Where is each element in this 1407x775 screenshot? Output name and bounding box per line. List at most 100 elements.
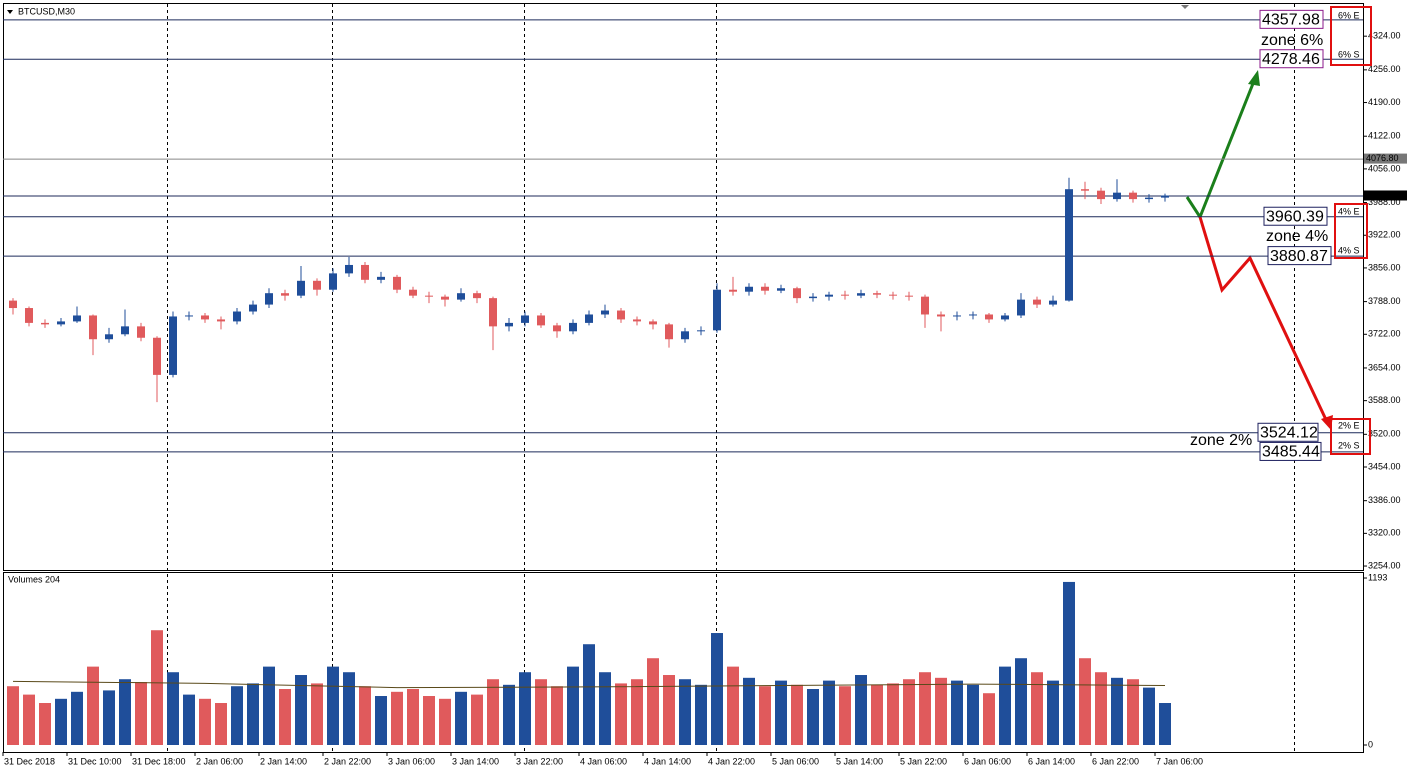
x-tick-label: 3 Jan 22:00: [516, 756, 563, 766]
price-tag: [1364, 153, 1407, 164]
volume-bar: [711, 633, 723, 745]
volume-bar: [279, 689, 291, 745]
volume-bar: [391, 691, 403, 745]
volume-bar: [871, 684, 883, 745]
zone-label: zone 2%: [1190, 432, 1252, 449]
x-tick-label: 4 Jan 14:00: [644, 756, 691, 766]
volume-bar: [455, 691, 467, 745]
x-tick-label: 31 Dec 10:00: [68, 756, 122, 766]
candle-body: [1001, 315, 1009, 320]
volume-bar: [631, 679, 643, 745]
candle-body: [537, 315, 545, 326]
candle-body: [873, 293, 881, 295]
level-label: 3485.44: [1262, 444, 1320, 461]
zone-tag: 6% S: [1338, 49, 1360, 59]
x-tick-label: 2 Jan 22:00: [324, 756, 371, 766]
candle-body: [1065, 189, 1073, 301]
volume-bar: [471, 694, 483, 745]
candle-body: [409, 289, 417, 296]
v-tick-label: 1193: [1368, 572, 1387, 582]
x-tick-label: 2 Jan 06:00: [196, 756, 243, 766]
candle-body: [297, 280, 305, 296]
volume-bar: [551, 686, 563, 745]
candle-body: [1017, 299, 1025, 316]
zone-tag: 2% S: [1338, 440, 1360, 450]
menu-arrow[interactable]: [7, 10, 13, 14]
candle-body: [921, 296, 929, 315]
volume-bar: [615, 683, 627, 745]
volume-bar: [151, 630, 163, 745]
volume-bar: [663, 675, 675, 745]
volume-bar: [999, 666, 1011, 745]
volume-bar: [599, 672, 611, 745]
candle-body: [585, 314, 593, 323]
volume-bar: [55, 698, 67, 745]
x-tick-label: 4 Jan 06:00: [580, 756, 627, 766]
candle-body: [425, 295, 433, 297]
candle-body: [57, 321, 65, 325]
candle-body: [697, 330, 705, 332]
level-box: [1259, 49, 1324, 69]
volume-bar: [727, 666, 739, 745]
volume-bar: [199, 698, 211, 745]
level-label: 4278.46: [1262, 51, 1320, 68]
candle-body: [329, 273, 337, 290]
candle-body: [745, 286, 753, 292]
volume-bar: [567, 666, 579, 745]
candle-body: [377, 276, 385, 280]
v-tick-label: 0: [1368, 739, 1373, 749]
candle-body: [393, 276, 401, 290]
volume-bar: [535, 679, 547, 745]
volume-bar: [839, 686, 851, 745]
candle-body: [169, 316, 177, 375]
y-tick-label: 4256.00: [1368, 64, 1401, 74]
volume-bar: [583, 644, 595, 745]
candle-body: [569, 322, 577, 332]
candle-body: [841, 294, 849, 296]
zone-tag: 4% E: [1338, 206, 1360, 216]
level-box: [1257, 422, 1319, 442]
candle-body: [857, 293, 865, 296]
candle-body: [761, 286, 769, 291]
volume-bar: [103, 690, 115, 745]
volume-bar: [231, 686, 243, 745]
volume-bar: [1047, 680, 1059, 745]
level-box: [1259, 9, 1324, 29]
volume-bar: [487, 679, 499, 745]
candle-body: [73, 315, 81, 322]
x-tick-label: 5 Jan 14:00: [836, 756, 883, 766]
y-tick-label: 3654.00: [1368, 362, 1401, 372]
x-tick-label: 6 Jan 06:00: [964, 756, 1011, 766]
candle-body: [777, 288, 785, 291]
candle-body: [441, 296, 449, 300]
y-tick-label: 4324.00: [1368, 31, 1401, 41]
volume-bar: [407, 689, 419, 745]
volume-bar: [1095, 672, 1107, 745]
volume-bar: [823, 680, 835, 745]
y-tick-label: 4056.00: [1368, 163, 1401, 173]
volume-title: Volumes 204: [8, 574, 60, 584]
volume-bar: [951, 680, 963, 745]
candle-body: [201, 315, 209, 320]
volume-bar: [215, 703, 227, 745]
candle-body: [729, 289, 737, 292]
volume-bar: [743, 677, 755, 745]
level-label: 3524.12: [1260, 424, 1318, 441]
candle-body: [121, 326, 129, 335]
volume-bar: [759, 686, 771, 745]
level-box: [1267, 246, 1332, 266]
volume-bar: [7, 686, 19, 745]
volume-bar: [967, 684, 979, 745]
x-tick-label: 31 Dec 18:00: [132, 756, 186, 766]
zone-box: [1334, 203, 1368, 259]
y-tick-label: 3788.00: [1368, 296, 1401, 306]
volume-bar: [439, 698, 451, 745]
volume-bar: [183, 694, 195, 745]
candle-body: [633, 319, 641, 322]
candle-body: [489, 298, 497, 327]
x-tick-label: 6 Jan 14:00: [1028, 756, 1075, 766]
shift-marker: [1181, 5, 1189, 9]
y-tick-label: 3988.00: [1368, 197, 1401, 207]
candle-body: [345, 264, 353, 274]
